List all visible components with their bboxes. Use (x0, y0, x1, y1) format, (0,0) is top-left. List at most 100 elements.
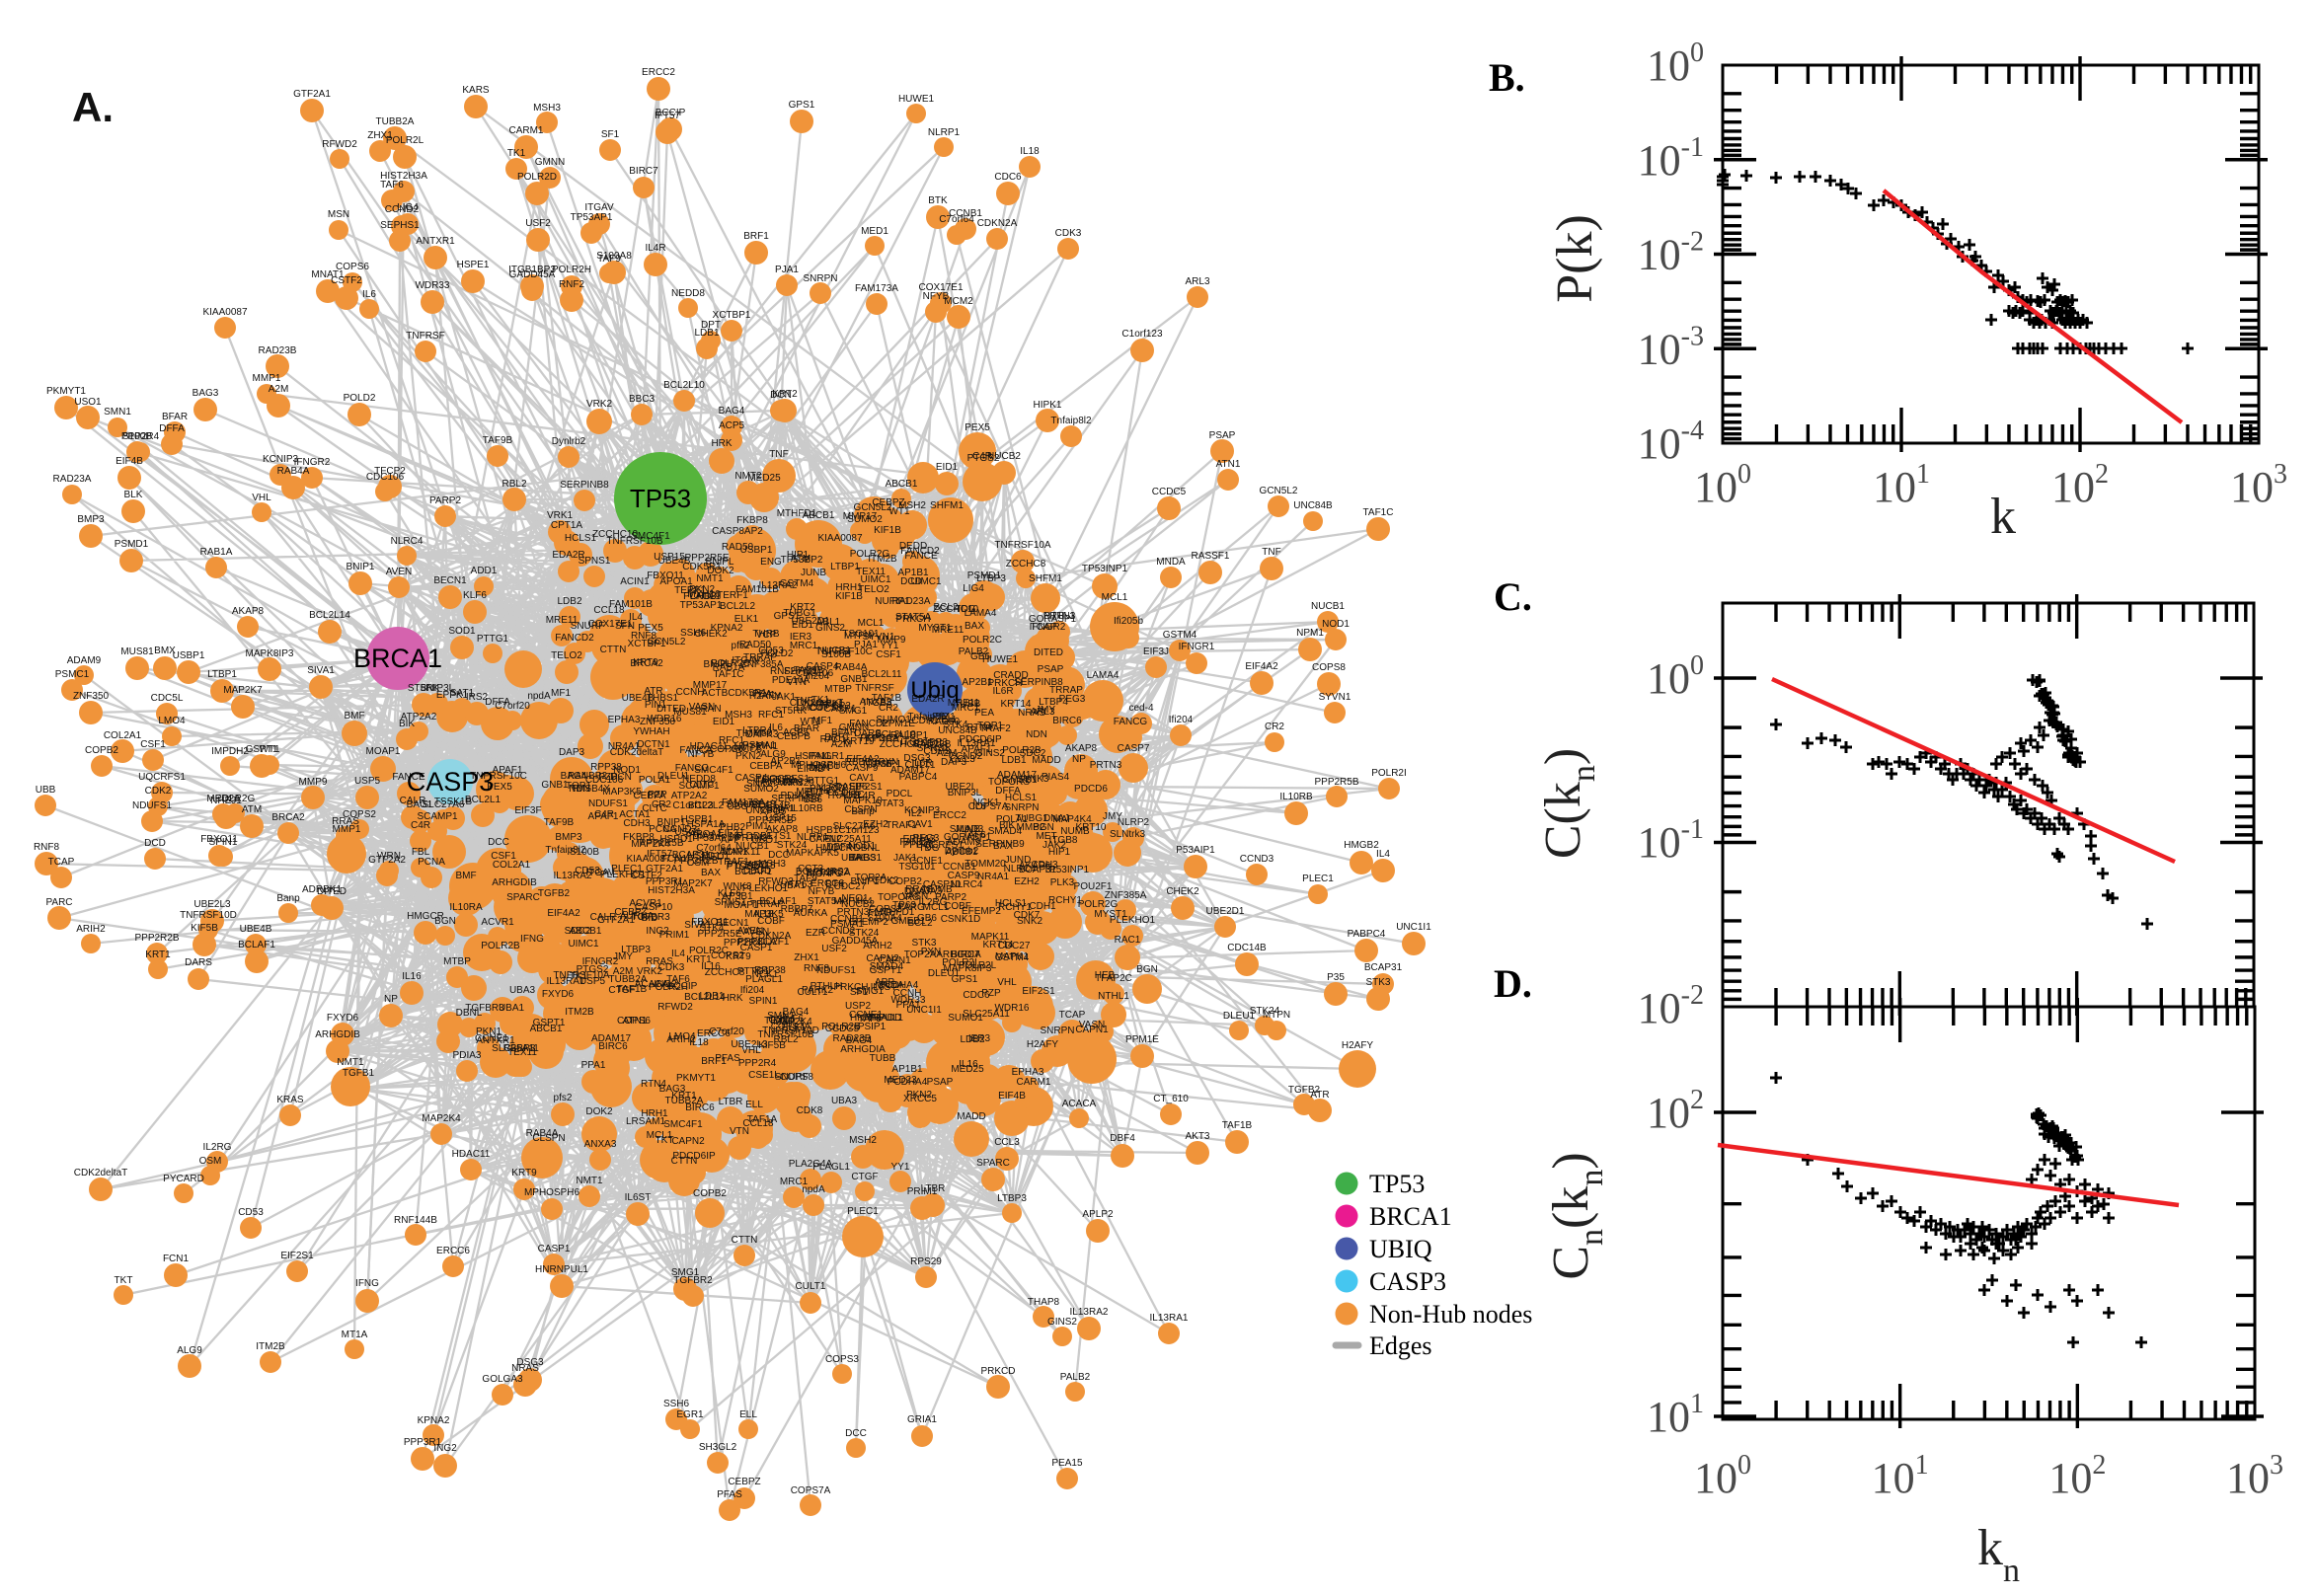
svg-text:CPT1A: CPT1A (551, 520, 583, 531)
svg-text:CDK2: CDK2 (145, 786, 172, 797)
svg-text:MMP17: MMP17 (843, 511, 878, 522)
svg-text:FANCE: FANCE (904, 551, 938, 562)
svg-text:DCC: DCC (845, 1428, 867, 1439)
svg-text:MSH2: MSH2 (849, 1135, 877, 1146)
svg-text:IL18: IL18 (1020, 146, 1040, 157)
svg-text:USP5: USP5 (354, 776, 381, 787)
svg-text:SNK2: SNK2 (746, 779, 773, 790)
svg-text:BCLAF1: BCLAF1 (734, 867, 772, 877)
svg-text:A2M: A2M (269, 384, 289, 395)
svg-text:BLK: BLK (124, 490, 143, 500)
svg-text:COPS6: COPS6 (617, 1016, 651, 1026)
svg-text:BIRC6: BIRC6 (1052, 716, 1082, 726)
svg-text:MTBP: MTBP (443, 956, 471, 967)
svg-text:DCN: DCN (770, 390, 792, 401)
svg-text:PDCD6: PDCD6 (1074, 784, 1108, 795)
svg-text:FAM101B: FAM101B (735, 584, 779, 595)
svg-text:EIF4B: EIF4B (998, 1091, 1026, 1102)
svg-text:SUMO1: SUMO1 (876, 715, 911, 725)
svg-text:UIMC1: UIMC1 (910, 576, 942, 587)
svg-text:ELL: ELL (739, 1409, 757, 1420)
svg-text:POLR2I: POLR2I (1371, 768, 1407, 779)
svg-text:TGFBR3: TGFBR3 (631, 912, 670, 923)
svg-text:BFAR: BFAR (162, 412, 188, 422)
svg-text:FXYD6: FXYD6 (542, 989, 575, 1000)
svg-text:HDAC11: HDAC11 (452, 1149, 491, 1160)
svg-text:MADD: MADD (957, 1111, 985, 1122)
svg-text:NDN: NDN (1026, 729, 1047, 740)
svg-text:PYCARD: PYCARD (163, 1174, 204, 1184)
svg-text:CASP8AP2: CASP8AP2 (712, 526, 763, 537)
svg-text:ENG: ENG (760, 557, 782, 568)
svg-text:WDR33: WDR33 (415, 280, 449, 291)
svg-text:UBC: UBC (843, 790, 864, 800)
svg-text:NRAS: NRAS (511, 1363, 539, 1374)
svg-text:ANTXR1: ANTXR1 (416, 236, 455, 247)
svg-text:ATP2A2: ATP2A2 (401, 712, 437, 722)
svg-text:FANCG: FANCG (675, 763, 710, 774)
svg-text:POLR2H: POLR2H (552, 265, 591, 275)
svg-text:TP53: TP53 (1369, 1170, 1425, 1198)
svg-text:LTBR: LTBR (921, 1183, 946, 1194)
svg-text:NLRP1: NLRP1 (928, 127, 961, 138)
svg-text:STK4: STK4 (699, 923, 724, 934)
svg-text:CDK3: CDK3 (1055, 228, 1082, 239)
svg-text:TAF6: TAF6 (380, 180, 404, 190)
svg-text:MMP1: MMP1 (253, 373, 281, 384)
svg-text:UBA3: UBA3 (831, 1096, 858, 1106)
svg-text:DAP3: DAP3 (559, 747, 585, 758)
svg-text:NMT1: NMT1 (576, 1176, 603, 1186)
svg-text:KRAS: KRAS (276, 1095, 304, 1105)
svg-text:FAM173A: FAM173A (855, 283, 898, 294)
svg-text:APOA1: APOA1 (659, 576, 693, 587)
svg-text:SMAD4: SMAD4 (870, 961, 904, 972)
svg-text:NDUFS1: NDUFS1 (132, 800, 172, 811)
svg-text:NPM1: NPM1 (1296, 628, 1324, 639)
svg-text:KPNA2: KPNA2 (418, 1415, 450, 1426)
svg-text:LTBP1: LTBP1 (207, 669, 237, 680)
svg-text:BRF1: BRF1 (743, 231, 769, 242)
svg-text:WDR16: WDR16 (994, 1003, 1029, 1014)
svg-text:APAF1: APAF1 (493, 765, 523, 776)
svg-text:THBS1: THBS1 (647, 693, 679, 704)
svg-text:SPARC: SPARC (976, 1158, 1010, 1169)
svg-text:RBBP8: RBBP8 (503, 1043, 536, 1054)
svg-text:TSG101: TSG101 (842, 629, 880, 640)
svg-text:NP: NP (1072, 754, 1086, 765)
svg-text:PSMC1: PSMC1 (55, 669, 90, 680)
svg-text:RBL2: RBL2 (502, 479, 526, 490)
svg-text:ATN1: ATN1 (1216, 459, 1241, 470)
svg-text:RAB4A: RAB4A (277, 466, 310, 477)
svg-text:ABCB1: ABCB1 (530, 1024, 563, 1034)
svg-text:GTF2A1: GTF2A1 (646, 864, 683, 874)
svg-text:STK24: STK24 (1250, 1006, 1280, 1017)
svg-text:ADAM17: ADAM17 (997, 770, 1037, 781)
svg-text:PLEC1: PLEC1 (1302, 874, 1334, 884)
svg-text:EZR: EZR (806, 928, 825, 939)
svg-text:SNRPN: SNRPN (1040, 1026, 1074, 1036)
svg-text:TAF1A: TAF1A (747, 1114, 778, 1125)
svg-text:CASP1: CASP1 (538, 1244, 571, 1254)
svg-text:UBE2L3: UBE2L3 (193, 899, 231, 910)
svg-text:MED24: MED24 (206, 794, 240, 804)
svg-text:CTGF: CTGF (851, 1172, 878, 1182)
svg-text:RTN4: RTN4 (966, 722, 992, 733)
svg-text:B.: B. (1489, 55, 1525, 100)
svg-text:k: k (1990, 489, 2016, 545)
svg-text:VHL: VHL (997, 977, 1017, 988)
svg-text:POLA1: POLA1 (639, 775, 671, 786)
svg-text:ACP5: ACP5 (719, 420, 745, 431)
svg-text:TRRAP: TRRAP (743, 652, 777, 663)
svg-text:SHFM1: SHFM1 (930, 500, 964, 511)
svg-text:LTBP3: LTBP3 (997, 1193, 1027, 1204)
svg-text:VASN: VASN (1079, 1020, 1106, 1030)
svg-text:BAG4: BAG4 (783, 1007, 810, 1018)
svg-text:LIG4: LIG4 (963, 583, 984, 594)
svg-text:NMT2: NMT2 (734, 471, 762, 482)
svg-text:C7orf20: C7orf20 (495, 701, 530, 712)
svg-text:MED1: MED1 (861, 226, 888, 237)
svg-text:GCN5L2: GCN5L2 (1260, 486, 1298, 496)
svg-text:DCC: DCC (488, 837, 509, 848)
svg-text:IL16: IL16 (402, 971, 422, 982)
svg-text:COPS8: COPS8 (1312, 662, 1346, 673)
